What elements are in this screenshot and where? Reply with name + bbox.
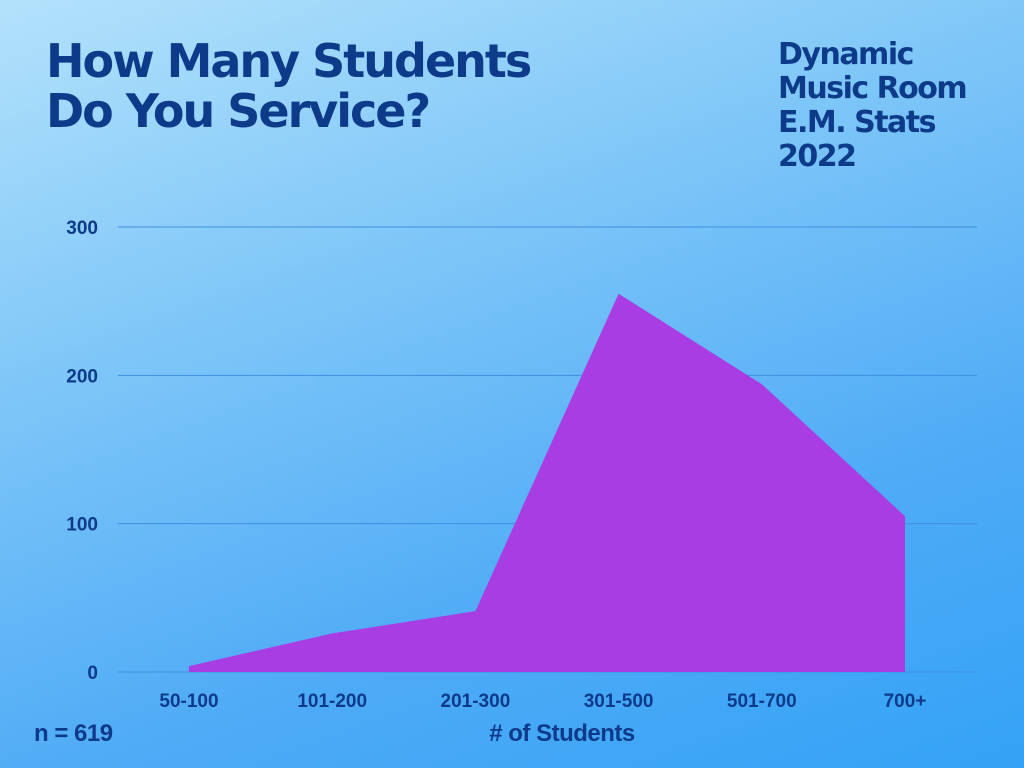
- y-tick-label: 100: [66, 515, 98, 536]
- y-tick-label: 300: [66, 218, 98, 239]
- data-point: [472, 608, 478, 614]
- x-tick-label: 101-200: [297, 691, 367, 712]
- data-point: [186, 663, 192, 669]
- area-series: [189, 293, 905, 672]
- sample-size-label: n = 619: [34, 720, 113, 747]
- y-tick-label: 200: [66, 366, 98, 387]
- chart-title-line-1: How Many Students: [46, 34, 532, 88]
- subtitle-line-4: 2022: [778, 139, 857, 174]
- chart-title-line-2: Do You Service?: [46, 84, 431, 138]
- subtitle-line-1: Dynamic: [778, 37, 914, 72]
- x-tick-label: 301-500: [584, 691, 654, 712]
- data-point: [329, 630, 335, 636]
- subtitle-line-2: Music Room: [778, 71, 968, 106]
- x-tick-label: 201-300: [441, 691, 511, 712]
- x-tick-label: 50-100: [159, 691, 218, 712]
- chart-title: How Many Students Do You Service?: [46, 34, 532, 138]
- x-axis-title: # of Students: [489, 720, 635, 747]
- y-tick-label: 0: [87, 663, 98, 684]
- data-point: [616, 291, 622, 297]
- data-point: [759, 381, 765, 387]
- chart-subtitle: Dynamic Music Room E.M. Stats 2022: [778, 37, 968, 174]
- data-point: [902, 513, 908, 519]
- x-tick-label: 700+: [884, 691, 927, 712]
- subtitle-line-3: E.M. Stats: [778, 105, 936, 140]
- x-tick-label: 501-700: [727, 691, 797, 712]
